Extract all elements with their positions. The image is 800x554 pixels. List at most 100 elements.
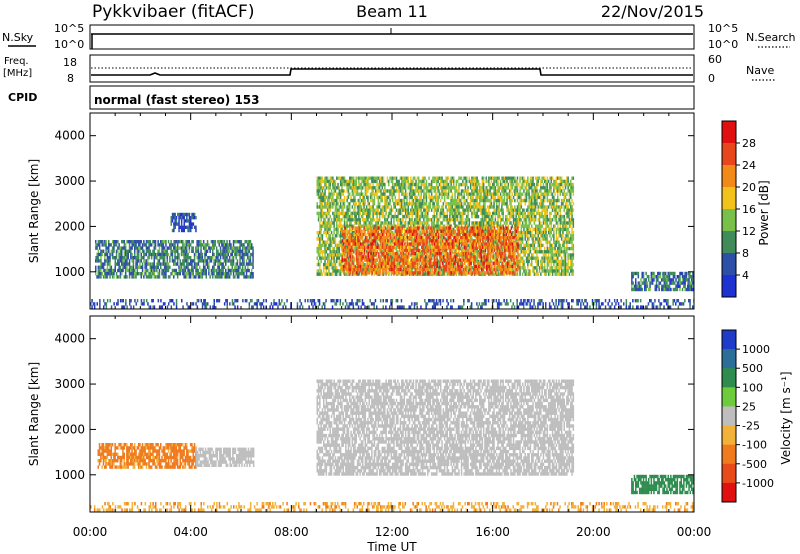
- range-gate-cell: [458, 250, 460, 254]
- range-gate-cell: [519, 198, 521, 203]
- range-gate-cell: [456, 179, 459, 184]
- range-gate-cell: [326, 240, 329, 244]
- range-gate-cell: [329, 243, 331, 248]
- range-gate-cell: [391, 256, 394, 260]
- range-gate-cell: [118, 275, 120, 279]
- range-gate-cell: [192, 265, 194, 269]
- range-gate-cell: [524, 272, 526, 276]
- range-gate-cell: [320, 186, 322, 190]
- range-gate-cell: [456, 218, 459, 222]
- range-gate-cell: [466, 205, 468, 209]
- range-gate-cell: [463, 176, 465, 180]
- range-gate-cell: [510, 186, 512, 190]
- range-gate-cell: [437, 205, 439, 209]
- range-gate-cell: [329, 192, 331, 196]
- range-gate-cell: [179, 212, 182, 217]
- range-gate-cell: [166, 259, 168, 263]
- range-gate-cell: [454, 195, 456, 200]
- range-gate-cell: [321, 243, 324, 248]
- range-gate-cell: [341, 186, 343, 190]
- range-gate-cell: [454, 253, 456, 257]
- range-gate-cell: [182, 225, 184, 229]
- range-gate-cell: [534, 237, 537, 241]
- range-gate-cell: [389, 221, 391, 225]
- range-gate-cell: [532, 256, 534, 260]
- range-gate-cell: [531, 243, 533, 248]
- range-gate-cell: [249, 243, 252, 247]
- range-gate-cell: [140, 240, 142, 244]
- range-gate-cell: [456, 214, 459, 219]
- range-gate-cell: [438, 224, 441, 228]
- range-gate-cell: [160, 243, 162, 247]
- range-gate-cell: [363, 176, 365, 180]
- range-gate-cell: [414, 202, 416, 206]
- range-gate-cell: [334, 266, 337, 270]
- range-gate-cell: [328, 237, 330, 241]
- range-gate-cell: [486, 214, 489, 219]
- range-gate-cell: [403, 266, 406, 270]
- range-gate-cell: [356, 176, 359, 180]
- range-gate-cell: [449, 214, 451, 219]
- range-gate-cell: [175, 216, 178, 220]
- range-gate-cell: [459, 234, 461, 238]
- range-gate-cell: [358, 186, 360, 190]
- range-gate-cell: [124, 259, 127, 263]
- range-gate-cell: [442, 208, 445, 212]
- range-gate-cell: [482, 189, 485, 193]
- range-gate-cell: [454, 243, 456, 248]
- range-gate-cell: [113, 243, 115, 247]
- range-gate-cell: [363, 211, 365, 216]
- range-gate-cell: [404, 214, 407, 219]
- range-gate-cell: [328, 256, 330, 260]
- range-gate-cell: [104, 252, 106, 257]
- range-gate-cell: [388, 211, 390, 216]
- range-gate-cell: [510, 214, 512, 219]
- range-gate-cell: [205, 262, 207, 266]
- range-gate-cell: [244, 246, 246, 250]
- range-gate-cell: [414, 195, 416, 200]
- range-gate-cell: [323, 195, 325, 200]
- range-gate-cell: [454, 202, 456, 206]
- range-gate-cell: [356, 234, 359, 238]
- range-gate-cell: [386, 189, 389, 193]
- range-gate-cell: [123, 243, 126, 247]
- range-gate-cell: [319, 205, 321, 209]
- range-gate-cell: [490, 179, 493, 184]
- range-gate-cell: [338, 211, 341, 216]
- range-gate-cell: [406, 208, 408, 212]
- range-gate-cell: [346, 179, 348, 184]
- range-gate-cell: [223, 259, 226, 263]
- range-gate-cell: [319, 230, 321, 235]
- range-gate-cell: [490, 269, 493, 273]
- range-gate-cell: [191, 216, 193, 220]
- range-gate-cell: [389, 192, 391, 196]
- range-gate-cell: [338, 253, 341, 257]
- range-gate-cell: [140, 246, 142, 250]
- range-gate-cell: [493, 272, 495, 276]
- range-gate-cell: [382, 224, 385, 228]
- range-gate-cell: [223, 265, 226, 269]
- range-gate-cell: [464, 272, 467, 276]
- range-gate-cell: [451, 262, 454, 267]
- range-gate-cell: [336, 234, 338, 238]
- range-gate-cell: [462, 218, 464, 222]
- range-gate-cell: [420, 189, 422, 193]
- range-gate-cell: [241, 249, 244, 253]
- range-gate-cell: [533, 269, 536, 273]
- range-gate-cell: [425, 192, 428, 196]
- range-gate-cell: [408, 221, 411, 225]
- range-gate-cell: [525, 256, 528, 260]
- range-gate-cell: [188, 222, 191, 226]
- range-gate-cell: [365, 214, 368, 219]
- range-gate-cell: [510, 189, 512, 193]
- range-gate-cell: [479, 205, 481, 209]
- range-gate-cell: [152, 272, 154, 276]
- range-gate-cell: [466, 214, 468, 219]
- range-gate-cell: [325, 240, 328, 244]
- range-gate-cell: [124, 275, 127, 279]
- range-gate-cell: [476, 182, 478, 187]
- range-gate-cell: [121, 252, 123, 257]
- range-gate-cell: [532, 179, 534, 184]
- range-gate-cell: [403, 208, 406, 212]
- range-gate-cell: [316, 256, 318, 260]
